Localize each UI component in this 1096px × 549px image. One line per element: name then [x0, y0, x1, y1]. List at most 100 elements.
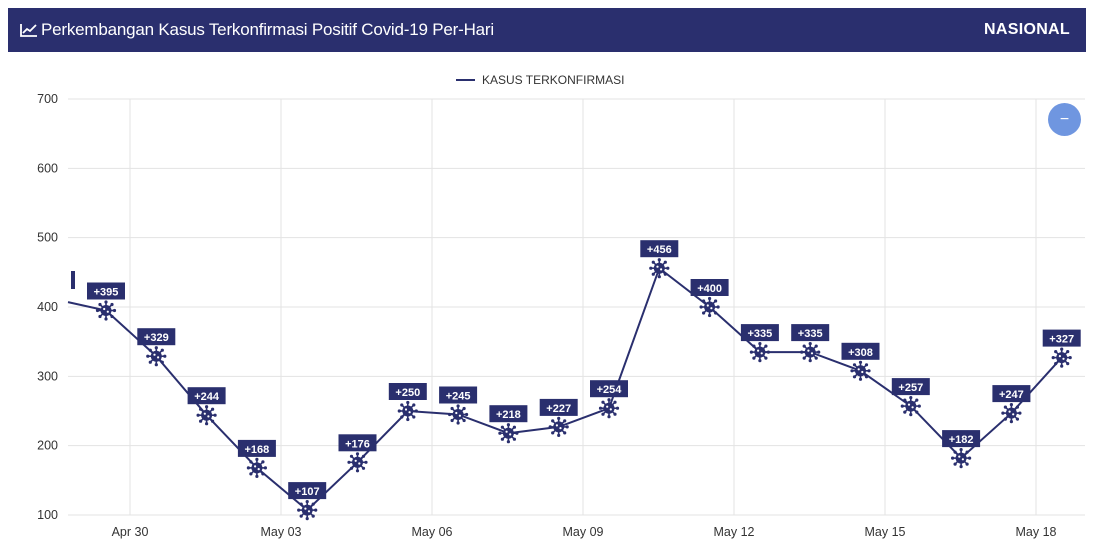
x-tick-label: May 03 [261, 525, 302, 539]
data-point[interactable] [951, 448, 972, 469]
data-label-box [187, 387, 226, 405]
data-label: +329 [137, 328, 176, 346]
data-label: +245 [439, 386, 478, 404]
data-label-box [439, 386, 478, 404]
y-tick-label: 600 [37, 161, 58, 175]
data-point[interactable] [800, 342, 821, 363]
data-label-box [590, 380, 628, 398]
x-tick-label: May 09 [563, 525, 604, 539]
data-point[interactable] [297, 500, 318, 521]
data-label: +327 [1042, 329, 1081, 347]
data-label: +400 [690, 279, 729, 296]
data-label-text: +227 [546, 403, 571, 415]
data-label-box [137, 328, 176, 346]
data-label-text: +254 [597, 384, 623, 396]
data-label-text: +327 [1049, 334, 1074, 346]
y-tick-label: 400 [37, 300, 58, 314]
data-point[interactable] [498, 423, 519, 444]
data-label-text: +168 [245, 444, 270, 456]
zoom-out-button[interactable]: − [1048, 103, 1081, 136]
data-label-box [640, 240, 679, 258]
data-point[interactable] [850, 360, 871, 381]
data-label-text: +250 [395, 387, 420, 399]
data-label-text: +257 [898, 382, 923, 394]
data-point[interactable] [95, 300, 117, 321]
data-label-text: +245 [446, 391, 471, 403]
chart-header: Perkembangan Kasus Terkonfirmasi Positif… [8, 8, 1086, 52]
data-label-box [992, 385, 1031, 403]
data-label-box [539, 398, 578, 416]
data-point[interactable] [548, 416, 569, 437]
data-label: +395 [87, 282, 125, 300]
data-label: +107 [288, 482, 327, 500]
data-label: +335 [740, 324, 779, 342]
data-label: +456 [640, 240, 679, 258]
page-title: Perkembangan Kasus Terkonfirmasi Positif… [41, 20, 494, 39]
x-tick-label: May 18 [1016, 525, 1057, 539]
data-label-box [288, 482, 327, 500]
data-label-box [740, 324, 779, 342]
data-point[interactable] [900, 396, 921, 417]
data-label-text: +400 [697, 283, 722, 295]
data-label-text: +176 [345, 438, 370, 450]
data-label: +218 [489, 405, 528, 423]
data-label-text: +308 [848, 347, 873, 359]
data-label-box [87, 282, 125, 300]
data-label-text: +456 [647, 244, 672, 256]
data-label-text: +244 [194, 391, 220, 403]
data-point[interactable] [397, 400, 418, 422]
data-label-box [489, 405, 528, 423]
legend-label: KASUS TERKONFIRMASI [482, 73, 624, 87]
data-point[interactable] [146, 346, 167, 367]
data-label: +247 [992, 385, 1031, 403]
data-label: +244 [187, 387, 226, 405]
data-label-box [841, 342, 880, 360]
data-label-box [690, 279, 729, 296]
data-point[interactable] [649, 258, 670, 279]
data-point[interactable] [246, 457, 267, 478]
data-point[interactable] [749, 342, 770, 363]
data-label-text: +218 [496, 409, 521, 421]
x-tick-label: May 06 [412, 525, 453, 539]
data-label: +227 [539, 398, 578, 416]
legend[interactable]: KASUS TERKONFIRMASI [456, 73, 624, 87]
y-tick-label: 200 [37, 439, 58, 453]
data-point[interactable] [1001, 403, 1022, 424]
data-point[interactable] [196, 405, 217, 426]
y-tick-label: 100 [37, 508, 58, 522]
data-label-text: +247 [999, 389, 1024, 401]
data-point[interactable] [699, 296, 720, 318]
data-point[interactable] [1051, 347, 1072, 368]
data-label-box [237, 439, 276, 457]
x-tick-label: May 15 [865, 525, 906, 539]
data-label: +335 [791, 324, 830, 342]
y-tick-label: 700 [37, 92, 58, 106]
data-point[interactable] [347, 452, 368, 473]
data-label: +257 [891, 378, 930, 396]
data-point[interactable] [598, 398, 620, 419]
chart-area: 100 200 300 400 500 600 700 Apr 30 May 03 May 06 M… [0, 52, 1096, 549]
data-point[interactable] [448, 404, 469, 425]
data-label-text: +335 [798, 328, 823, 340]
y-tick-label: 300 [37, 369, 58, 383]
data-label-box [388, 383, 427, 400]
x-tick-label: May 12 [714, 525, 755, 539]
partial-label [71, 271, 75, 289]
data-label: +254 [590, 380, 628, 398]
data-label: +308 [841, 342, 880, 360]
data-label-box [338, 434, 377, 452]
data-label: +250 [388, 383, 427, 400]
data-label-box [942, 430, 981, 448]
data-label-text: +107 [295, 486, 320, 498]
data-label: +176 [338, 434, 377, 452]
x-tick-label: Apr 30 [112, 525, 149, 539]
data-label-box [791, 324, 830, 342]
data-label-text: +182 [949, 434, 974, 446]
data-label-box [1042, 329, 1081, 347]
line-chart-icon [20, 24, 37, 37]
minus-icon: − [1059, 110, 1070, 128]
data-label-text: +395 [94, 287, 119, 299]
line-chart: 100 200 300 400 500 600 700 Apr 30 May 03 May 06 M… [37, 73, 1085, 539]
data-label-text: +329 [144, 332, 169, 344]
y-tick-label: 500 [37, 231, 58, 245]
